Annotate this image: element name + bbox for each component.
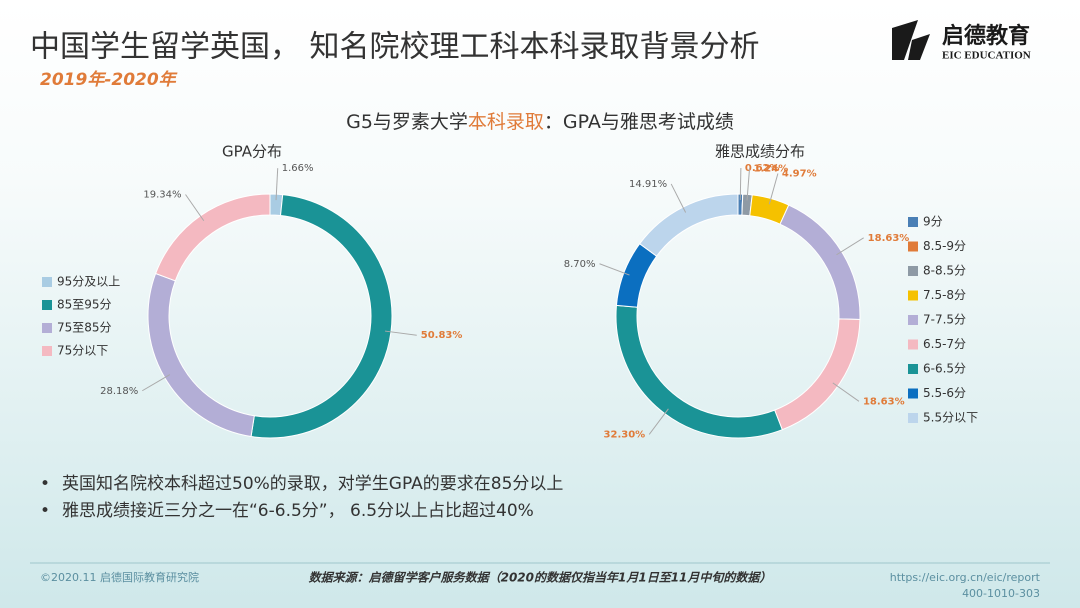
legend-label: 95分及以上 <box>57 275 120 289</box>
footer-phone: 400-1010-303 <box>962 587 1040 600</box>
bullets: • 英国知名院校本科超过50%的录取，对学生GPA的要求在85分以上 • 雅思成… <box>40 474 563 521</box>
data-label: 50.83% <box>421 330 463 341</box>
legend-label: 7.5-8分 <box>923 288 966 302</box>
legend-swatch <box>42 346 52 356</box>
footer-source: 数据来源：启德留学客户服务数据（2020的数据仅指当年1月1日至11月中旬的数据… <box>309 571 772 585</box>
leader-line <box>739 168 742 201</box>
legend-label: 75分以下 <box>57 344 108 358</box>
legend-label: 5.5-6分 <box>923 386 966 400</box>
legend-swatch <box>908 413 918 423</box>
leader-line <box>384 330 417 336</box>
heading-part: G5与罗素大学 <box>346 111 468 133</box>
data-label: 1.66% <box>282 163 314 174</box>
legend-swatch <box>908 290 918 301</box>
logo: 启德教育 EIC EDUCATION <box>892 20 1031 62</box>
leader-line <box>746 168 751 201</box>
bullet-dot: • <box>40 501 50 521</box>
title: 中国学生留学英国， 知名院校理工科本科录取背景分析 <box>30 30 760 65</box>
leader-line <box>275 168 279 201</box>
logo-en: EIC EDUCATION <box>942 50 1031 62</box>
legend-swatch <box>908 339 918 350</box>
donut-slice <box>154 193 271 282</box>
leader-line <box>185 194 205 222</box>
logo-cn: 启德教育 <box>942 23 1030 49</box>
leader-line <box>832 382 860 402</box>
leader-line <box>648 408 669 435</box>
subtitle: 2019年-2020年 <box>40 70 178 90</box>
legend-label: 8.5-9分 <box>923 239 966 253</box>
leader-line <box>599 263 630 276</box>
chart-title: GPA分布 <box>222 143 282 161</box>
data-label: 19.34% <box>143 189 181 200</box>
data-label: 8.70% <box>564 259 596 270</box>
legend-label: 6.5-7分 <box>923 337 966 351</box>
footer-left: ©2020.11 启德国际教育研究院 <box>40 570 199 584</box>
legend-label: 5.5分以下 <box>923 411 978 425</box>
bullet-dot: • <box>40 474 50 494</box>
footer-url: https://eic.org.cn/eic/report <box>890 571 1041 584</box>
data-label: 1.24% <box>754 163 789 174</box>
leader-line <box>670 183 687 213</box>
data-label: 0.62% <box>745 163 780 174</box>
legend-swatch <box>908 217 918 227</box>
legend-swatch <box>908 388 918 399</box>
data-label: 32.30% <box>604 429 646 440</box>
legend-swatch <box>908 315 918 325</box>
legend-label: 7-7.5分 <box>923 313 966 327</box>
data-label: 14.91% <box>629 179 667 190</box>
donut-slice <box>639 193 739 257</box>
legend-swatch <box>42 300 52 310</box>
heading-highlight: 本科录取 <box>468 111 544 133</box>
bullet: 英国知名院校本科超过50%的录取，对学生GPA的要求在85分以上 <box>62 474 563 494</box>
section-heading: G5与罗素大学本科录取：GPA与雅思考试成绩 <box>346 111 734 133</box>
data-label: 18.63% <box>863 396 905 407</box>
legend-swatch <box>42 323 52 333</box>
heading-part: ：GPA与雅思考试成绩 <box>544 111 734 133</box>
logo-icon <box>892 20 930 60</box>
legend-swatch <box>42 277 52 287</box>
data-label: 4.97% <box>782 168 817 179</box>
legend-label: 9分 <box>923 215 943 229</box>
legend-label: 8-8.5分 <box>923 264 966 278</box>
leader-line <box>836 237 864 256</box>
leader-line <box>142 374 171 392</box>
legend-swatch <box>908 266 918 276</box>
legend-label: 85至95分 <box>57 298 112 312</box>
legend-swatch <box>908 364 918 374</box>
bullet: 雅思成绩接近三分之一在“6-6.5分”， 6.5分以上占比超过40% <box>62 501 534 521</box>
legend-label: 75至85分 <box>57 321 112 335</box>
leader-line <box>768 173 779 205</box>
data-label: 18.63% <box>868 233 910 244</box>
legend-label: 6-6.5分 <box>923 362 966 376</box>
chart-title: 雅思成绩分布 <box>715 143 805 161</box>
data-label: 28.18% <box>100 386 138 397</box>
legend-swatch <box>908 241 918 252</box>
